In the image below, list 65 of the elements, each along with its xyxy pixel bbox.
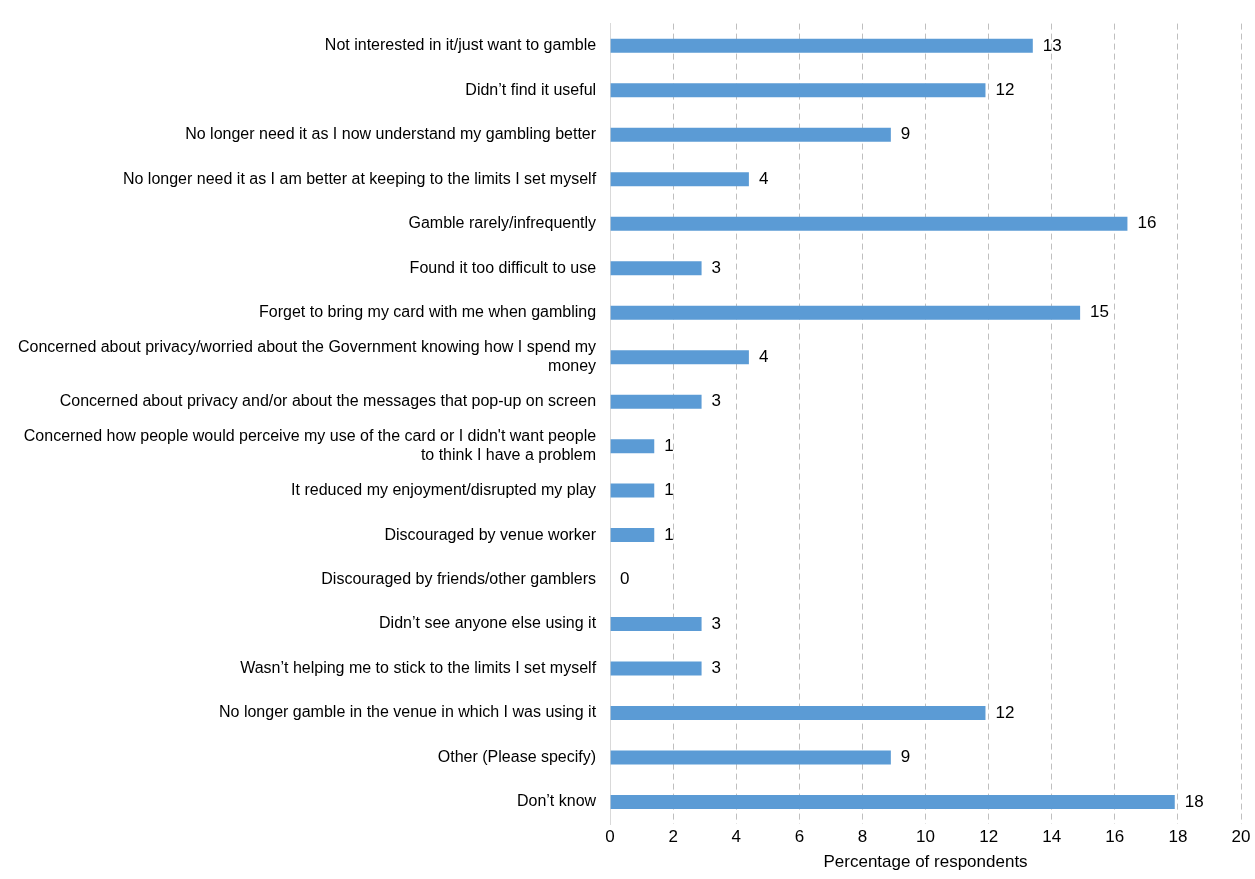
x-tick-label: 6 — [794, 827, 805, 847]
x-tick-label: 20 — [1231, 827, 1251, 847]
y-tick-label: No longer gamble in the venue in which I was using it — [218, 703, 597, 721]
x-axis-title: Percentage of respondents — [823, 852, 1028, 872]
data-label: 4 — [758, 346, 769, 366]
bar — [610, 38, 1033, 53]
data-label: 1 — [664, 480, 674, 500]
bar — [610, 261, 702, 276]
bar — [610, 127, 891, 142]
y-tick-label: No longer need it as I am better at keeping to the limits I set myself — [122, 169, 597, 187]
y-tick-label: Forget to bring my card with me when gambling — [259, 303, 597, 321]
data-label: 12 — [995, 80, 1015, 99]
data-label: 13 — [1042, 35, 1062, 55]
y-tick-label: It reduced my enjoyment/disrupted my play — [291, 481, 597, 499]
x-tick-label: 14 — [1042, 827, 1062, 847]
data-label: 9 — [900, 747, 911, 767]
bar — [610, 394, 702, 409]
x-tick-label: 10 — [916, 827, 936, 847]
x-tick-label: 8 — [857, 827, 868, 847]
x-tick-label: 4 — [731, 827, 742, 847]
x-tick-label: 12 — [979, 827, 999, 847]
data-label: 3 — [711, 658, 722, 678]
bar — [610, 350, 749, 365]
bar — [610, 617, 702, 632]
data-label: 3 — [711, 613, 722, 633]
bar — [610, 528, 655, 543]
bar — [610, 706, 986, 721]
bar — [610, 661, 702, 676]
bar — [610, 439, 655, 454]
bar — [610, 172, 749, 187]
y-tick-label: Didn’t see anyone else using it — [379, 614, 597, 632]
data-label: 12 — [995, 702, 1015, 722]
data-label: 3 — [711, 257, 722, 277]
data-label: 1 — [664, 524, 674, 544]
bar — [610, 794, 1175, 809]
y-tick-label: No longer need it as I now understand my gambling better — [185, 125, 597, 143]
y-tick-label: Don’t know — [516, 792, 597, 810]
data-label: 1 — [664, 435, 674, 455]
y-tick-label: Discouraged by friends/other gamblers — [321, 569, 597, 587]
bar — [610, 216, 1128, 231]
data-label: 18 — [1184, 791, 1204, 811]
y-tick-label: Found it too difficult to use — [409, 258, 597, 276]
x-tick-label: 2 — [668, 827, 678, 847]
data-label: 3 — [711, 391, 722, 411]
y-tick-label: Not interested in it/just want to gamble — [324, 36, 597, 54]
data-label: 16 — [1137, 213, 1157, 233]
y-tick-label: Gamble rarely/infrequently — [408, 214, 597, 232]
x-tick-label: 0 — [605, 827, 615, 847]
y-tick-label: Other (Please specify) — [437, 747, 597, 765]
data-label: 9 — [900, 124, 911, 144]
y-tick-label: Concerned about privacy and/or about the messages that pop-up on screen — [59, 392, 597, 410]
data-label: 0 — [620, 569, 630, 589]
bar — [610, 750, 891, 765]
y-tick-label: Didn’t find it useful — [465, 80, 597, 98]
data-label: 15 — [1090, 302, 1110, 322]
y-tick-label: Concerned about privacy/worried about the Government knowing how I spend my money — [18, 337, 597, 375]
bar — [610, 305, 1081, 320]
data-label: 4 — [758, 168, 769, 188]
y-tick-label: Concerned how people would perceive my use of the card or I didn't want people to think I have a problem — [23, 426, 597, 464]
bar — [610, 483, 655, 498]
x-tick-label: 16 — [1105, 827, 1125, 847]
bar — [610, 83, 986, 98]
y-tick-label: Discouraged by venue worker — [384, 525, 597, 543]
x-tick-label: 18 — [1168, 827, 1188, 847]
y-tick-label: Wasn’t helping me to stick to the limits I set myself — [240, 658, 597, 676]
